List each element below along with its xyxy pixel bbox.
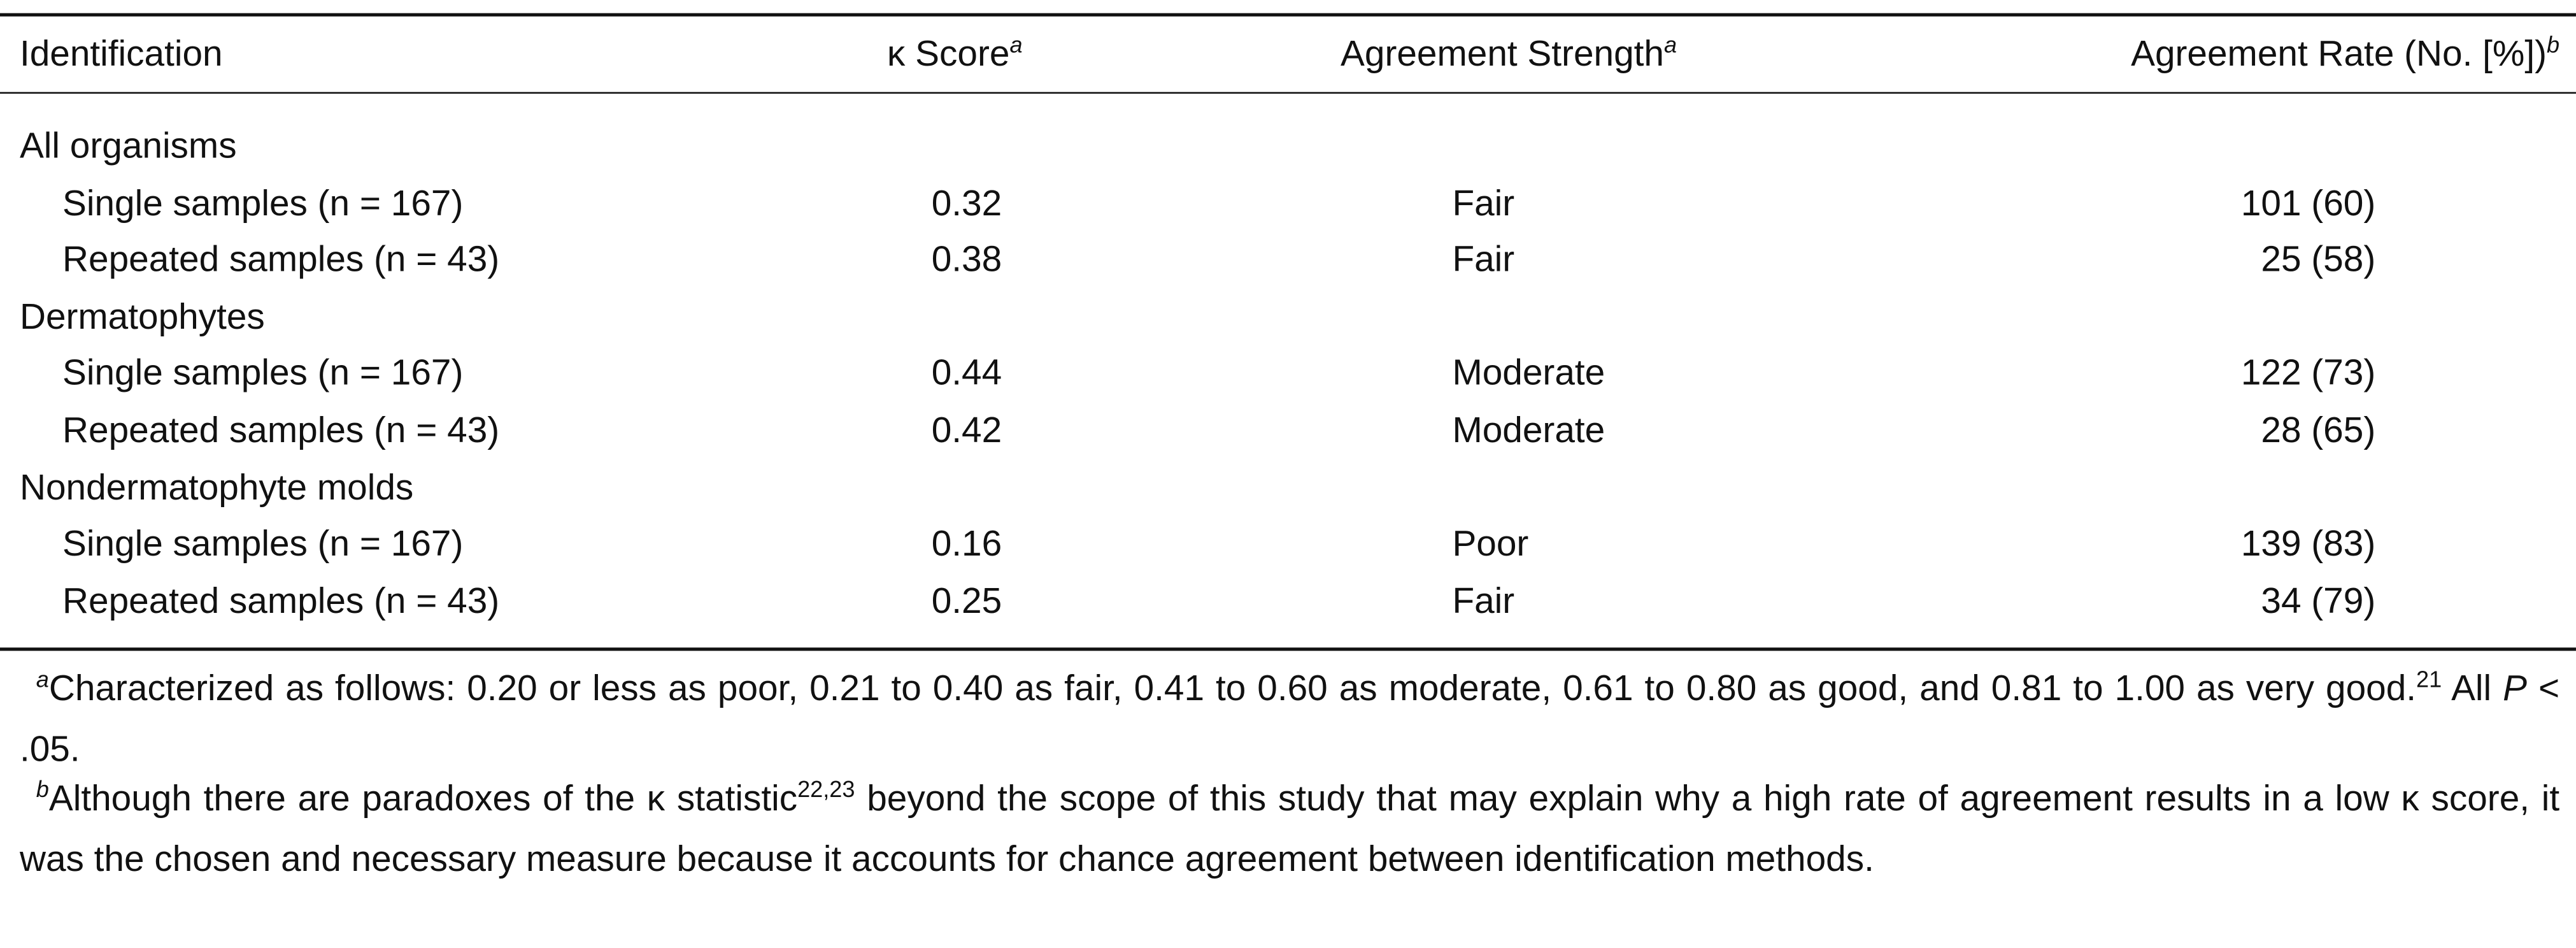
header-text: Identification (19, 32, 223, 75)
table-cell: Moderate (1452, 409, 1605, 450)
footnote-text: beyond the scope of this study that may … (19, 777, 2560, 879)
table-cell: Moderate (1452, 352, 1605, 394)
table-cell: Repeated samples (n = 43) (62, 409, 500, 450)
column-header: Agreement Strengtha (1341, 31, 1677, 79)
header-rule (0, 92, 2576, 94)
table-cell: Single samples (n = 167) (62, 352, 464, 394)
footnote-mark: a (36, 665, 49, 693)
table-cell: 0.16 (931, 522, 1002, 564)
header-footnote-mark: a (1663, 31, 1677, 58)
header-footnote-mark: a (1009, 31, 1023, 58)
table-cell: 101 (60) (2240, 182, 2376, 223)
group-label: All organisms (19, 125, 237, 166)
footnote-text: All (2442, 667, 2503, 708)
table-cell: 34 (79) (2261, 580, 2376, 621)
table-cell: Fair (1452, 238, 1515, 280)
footnote: aCharacterized as follows: 0.20 or less … (20, 661, 2559, 776)
column-header: Identification (20, 33, 223, 76)
group-label: Nondermatophyte molds (19, 466, 414, 508)
table-cell: Repeated samples (n = 43) (62, 580, 500, 621)
table-cell: 0.44 (931, 352, 1002, 394)
table-cell: Fair (1452, 182, 1515, 223)
italic-text: P (2503, 667, 2528, 708)
footnote-mark: b (36, 775, 49, 802)
header-text: κ Score (887, 32, 1010, 75)
table-cell: 0.38 (931, 238, 1002, 280)
group-label: Dermatophytes (19, 295, 265, 337)
header-footnote-mark: b (2547, 31, 2560, 58)
header-text: Agreement Strength (1341, 32, 1664, 75)
table-cell: Repeated samples (n = 43) (62, 238, 500, 280)
table-cell: 25 (58) (2261, 238, 2376, 280)
table-cell: 0.42 (931, 409, 1002, 450)
table-cell: Single samples (n = 167) (62, 522, 464, 564)
table-cell: Poor (1452, 522, 1529, 564)
reference-number: 22,23 (797, 775, 855, 802)
bottom-rule (0, 647, 2576, 651)
column-header: Agreement Rate (No. [%])b (2131, 31, 2560, 79)
table-cell: 122 (73) (2240, 352, 2376, 394)
table-cell: 139 (83) (2240, 522, 2376, 564)
table-cell: Fair (1452, 580, 1515, 621)
footnote: bAlthough there are paradoxes of the κ s… (20, 771, 2559, 886)
table-cell: 28 (65) (2261, 409, 2376, 450)
reference-number: 21 (2416, 665, 2442, 693)
table-cell: Single samples (n = 167) (62, 182, 464, 223)
footnote-text: < .05. (19, 667, 2560, 769)
top-rule (0, 13, 2576, 17)
footnote-text: Characterized as follows: 0.20 or less a… (48, 667, 2417, 708)
table-cell: 0.32 (931, 182, 1002, 223)
footnote-text: Although there are paradoxes of the κ st… (48, 777, 798, 819)
column-header: κ Scorea (887, 31, 1023, 79)
header-text: Agreement Rate (No. [%]) (2131, 32, 2547, 75)
table-cell: 0.25 (931, 580, 1002, 621)
